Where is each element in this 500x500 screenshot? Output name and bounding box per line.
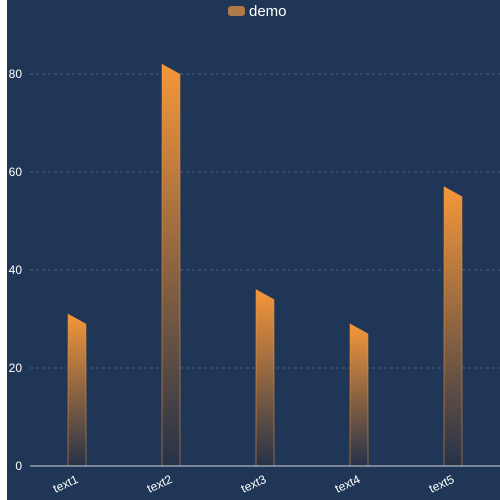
x-tick-label: text5: [427, 472, 457, 496]
x-axis-ticks: text1 text2 text3 text4 text5: [51, 472, 457, 496]
legend-label[interactable]: demo: [249, 3, 287, 20]
y-tick-label: 20: [9, 361, 23, 375]
y-tick-label: 60: [9, 165, 23, 179]
legend[interactable]: demo: [228, 3, 287, 20]
bar-text1[interactable]: [67, 313, 87, 467]
bar-text4[interactable]: [349, 323, 369, 467]
bars: [67, 63, 463, 467]
y-axis-ticks: 0 20 40 60 80: [9, 67, 23, 473]
chart-background: [7, 0, 500, 500]
x-tick-label: text3: [239, 472, 269, 496]
bar-text5[interactable]: [443, 186, 463, 467]
grid-lines: [30, 73, 500, 369]
bar-text2[interactable]: [161, 63, 181, 467]
x-tick-label: text1: [51, 472, 81, 496]
y-tick-label: 80: [9, 67, 23, 81]
y-tick-label: 0: [15, 459, 22, 473]
y-tick-label: 40: [9, 263, 23, 277]
legend-swatch[interactable]: [228, 6, 245, 16]
bar-text3[interactable]: [255, 289, 275, 467]
x-tick-label: text4: [333, 472, 363, 496]
x-tick-label: text2: [145, 472, 175, 496]
